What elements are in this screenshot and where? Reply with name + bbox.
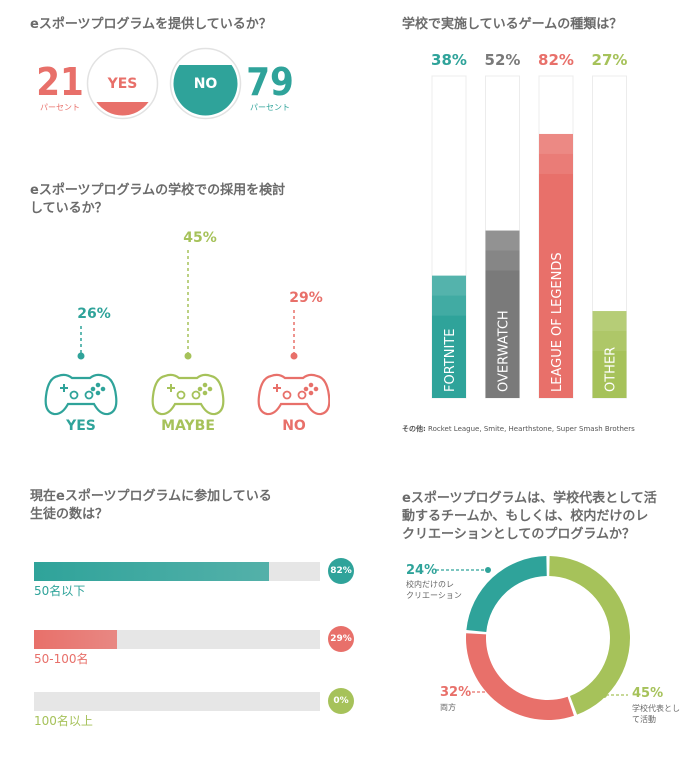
q4-bar-label: 50名以下 <box>34 584 86 598</box>
q5-donut-segment <box>549 556 630 715</box>
q1-yes-fill <box>96 102 149 116</box>
q4-pct-badge: 0% <box>328 688 354 714</box>
q3-bar-pct: 38% <box>431 51 467 69</box>
q3-bar-label: OTHER <box>604 347 619 392</box>
q2-no-dot <box>290 352 298 360</box>
q1-yes-value: 21 <box>36 60 84 104</box>
q3-bar-label: FORTNITE <box>443 329 458 392</box>
q4-title: 現在eスポーツプログラムに参加している 生徒の数は？ <box>30 488 272 524</box>
q4-pct-badge: 29% <box>328 626 354 652</box>
q3-bar <box>539 133 573 398</box>
q2-yes-label: YES <box>65 418 96 434</box>
q3-bar-highlight <box>432 275 466 296</box>
q2-yes-dot <box>77 352 85 360</box>
q3-bar-pct: 27% <box>592 51 628 69</box>
q2-yes-group: 26% YES <box>44 306 118 434</box>
q2-maybe-label: MAYBE <box>161 418 215 434</box>
q2-no-group: 29% NO <box>257 290 330 434</box>
q5-donut-segment <box>466 633 574 720</box>
q2-title-line1: eスポーツプログラムの学校での採用を検討 <box>30 183 286 198</box>
q1-yes-label: YES <box>107 76 138 92</box>
q3-bar <box>432 275 466 398</box>
q3-title: 学校で実施しているゲームの種類は？ <box>402 17 623 32</box>
q5-seg1-label-line2: クリエーション <box>406 591 462 600</box>
q3-bar-label: LEAGUE OF LEGENDS <box>550 252 565 392</box>
q3-bar-pct: 52% <box>485 51 521 69</box>
q4-bar-label: 50-100名 <box>34 652 89 666</box>
q2-no-label: NO <box>282 418 306 434</box>
q4-bar-track <box>34 630 320 649</box>
q4-bar-fill <box>34 630 117 649</box>
q3-bar-label: OVERWATCH <box>497 310 512 392</box>
q5-title-line1: eスポーツプログラムは、学校代表として活 <box>402 491 657 506</box>
q5-seg1-pct: 24% <box>406 563 437 578</box>
q1-no-unit: パーセント <box>250 103 290 112</box>
q5-chart: 24% 校内だけのレ クリエーション 32% 両方 45% 学校代表とし て活動 <box>406 556 680 724</box>
controller-icon <box>257 373 330 416</box>
q1-no-fill <box>173 64 238 116</box>
q4-bar-fill <box>34 562 269 581</box>
q1-no-circle: NO <box>169 47 242 120</box>
q2-yes-pct: 26% <box>77 306 111 322</box>
q1-no-value: 79 <box>246 60 294 104</box>
q2-maybe-group: 45% MAYBE <box>151 230 225 434</box>
q5-seg3-label-line1: 学校代表とし <box>632 703 680 713</box>
q3-bar-highlight <box>539 133 573 154</box>
q2-maybe-dot <box>184 352 192 360</box>
q2-no-pct: 29% <box>289 290 323 306</box>
q5-title: eスポーツプログラムは、学校代表として活 動するチームか、もしくは、校内だけのレ… <box>402 490 657 544</box>
q3-bar <box>592 311 627 398</box>
q1-no-stat: 79 パーセント <box>240 62 300 113</box>
q3-bar-highlight <box>485 230 520 251</box>
q3-bar-highlight <box>592 311 627 332</box>
q1-yes-circle: YES <box>86 47 159 120</box>
q3-bar-highlight <box>485 250 520 271</box>
q4-bar-track <box>34 562 320 581</box>
q1-title: eスポーツプログラムを提供しているか？ <box>30 17 272 32</box>
q5-title-line2: 動するチームか、もしくは、校内だけのレ <box>402 509 649 524</box>
controller-icon <box>151 373 225 416</box>
q2-maybe-pct: 45% <box>183 230 217 246</box>
q3-note-text: Rocket League, Smite, Hearthstone, Super… <box>428 425 635 433</box>
q5-seg2-pct: 32% <box>440 685 471 700</box>
q3-bar-highlight <box>539 153 573 174</box>
q1-no-label: NO <box>194 76 218 92</box>
q2-title: eスポーツプログラムの学校での採用を検討 しているか？ <box>30 182 285 218</box>
q4-pct-badge: 82% <box>328 558 354 584</box>
q5-seg3-pct: 45% <box>632 686 663 701</box>
q5-seg3-label-line2: て活動 <box>632 714 656 724</box>
q3-bar-highlight <box>432 295 466 316</box>
q3-bar <box>485 230 520 398</box>
q1-yes-stat: 21 パーセント <box>30 62 90 113</box>
q5-seg1-label-line1: 校内だけのレ <box>406 579 454 589</box>
q1-yes-unit: パーセント <box>40 103 80 112</box>
controller-icon <box>44 373 118 416</box>
q3-bar-highlight <box>592 331 627 352</box>
q3-note: その他: Rocket League, Smite, Hearthstone, … <box>402 424 635 434</box>
q4-bar-label: 100名以上 <box>34 714 93 728</box>
q3-chart: 38% FORTNITE 52% OVERWATCH 82% LEAGUE OF LEGE… <box>431 51 628 399</box>
q5-title-line3: クリエーションとしてのプログラムか？ <box>402 527 635 542</box>
q2-chart: 26% YES 45% MAYBE 29% NO <box>44 230 330 434</box>
q3-note-prefix: その他: <box>402 425 426 433</box>
q5-donut-segment <box>466 556 547 632</box>
q2-title-line2: しているか？ <box>30 201 108 216</box>
q5-seg2-label: 両方 <box>440 702 456 712</box>
q4-title-line2: 生徒の数は？ <box>30 507 109 522</box>
q4-bar-track <box>34 692 320 711</box>
q3-bar-pct: 82% <box>538 51 574 69</box>
q4-title-line1: 現在eスポーツプログラムに参加している <box>30 489 272 504</box>
